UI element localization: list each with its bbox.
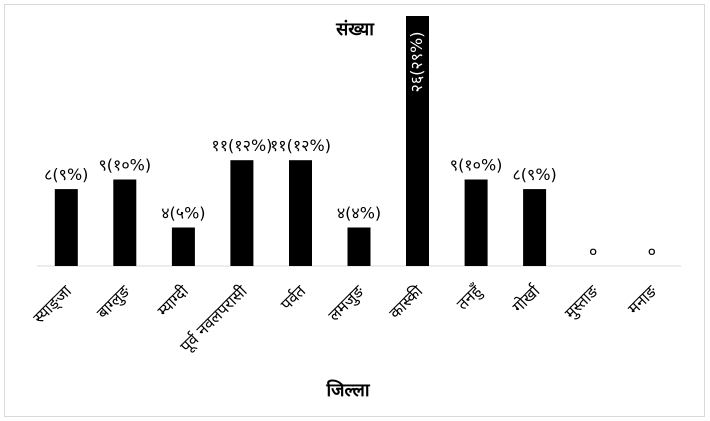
data-label: ० — [648, 242, 656, 261]
x-tick-label: म्याग्दी — [153, 281, 192, 320]
bar — [230, 160, 254, 266]
bar — [464, 179, 488, 266]
data-label: ८(९%) — [44, 165, 88, 184]
data-label: ९(१०%) — [450, 155, 503, 174]
x-tick-label: बाग्लुङ — [93, 281, 135, 323]
x-tick-label: स्याङ्जा — [29, 281, 76, 328]
data-label: ११(१२%) — [211, 136, 272, 155]
data-label: ९(१०%) — [98, 155, 151, 174]
data-label: २६(२९%) — [407, 32, 426, 93]
x-tick-label: कास्की — [385, 281, 427, 323]
data-label: ० — [589, 242, 597, 261]
bar — [113, 179, 137, 266]
data-label: ८(९%) — [512, 165, 556, 184]
x-tick-label: लमजुङ — [324, 281, 369, 326]
bar — [347, 227, 371, 266]
x-tick-label: मुस्ताङ — [561, 281, 603, 323]
bar — [289, 160, 312, 266]
data-label: ११(१२%) — [270, 136, 331, 155]
data-label: ४(५%) — [161, 204, 205, 223]
x-axis-label: जिल्ला — [325, 379, 370, 401]
bar — [406, 16, 429, 266]
data-label: ४(४%) — [337, 204, 381, 223]
bar — [523, 189, 547, 266]
bar — [171, 227, 195, 266]
chart-title: संख्या — [335, 19, 375, 40]
x-tick-label: मनाङ — [624, 281, 661, 318]
x-tick-label: तनहुँ — [453, 281, 487, 315]
bar — [54, 189, 78, 266]
x-tick-label: गोर्खा — [509, 281, 545, 317]
x-tick-label: पर्वत — [277, 281, 310, 314]
